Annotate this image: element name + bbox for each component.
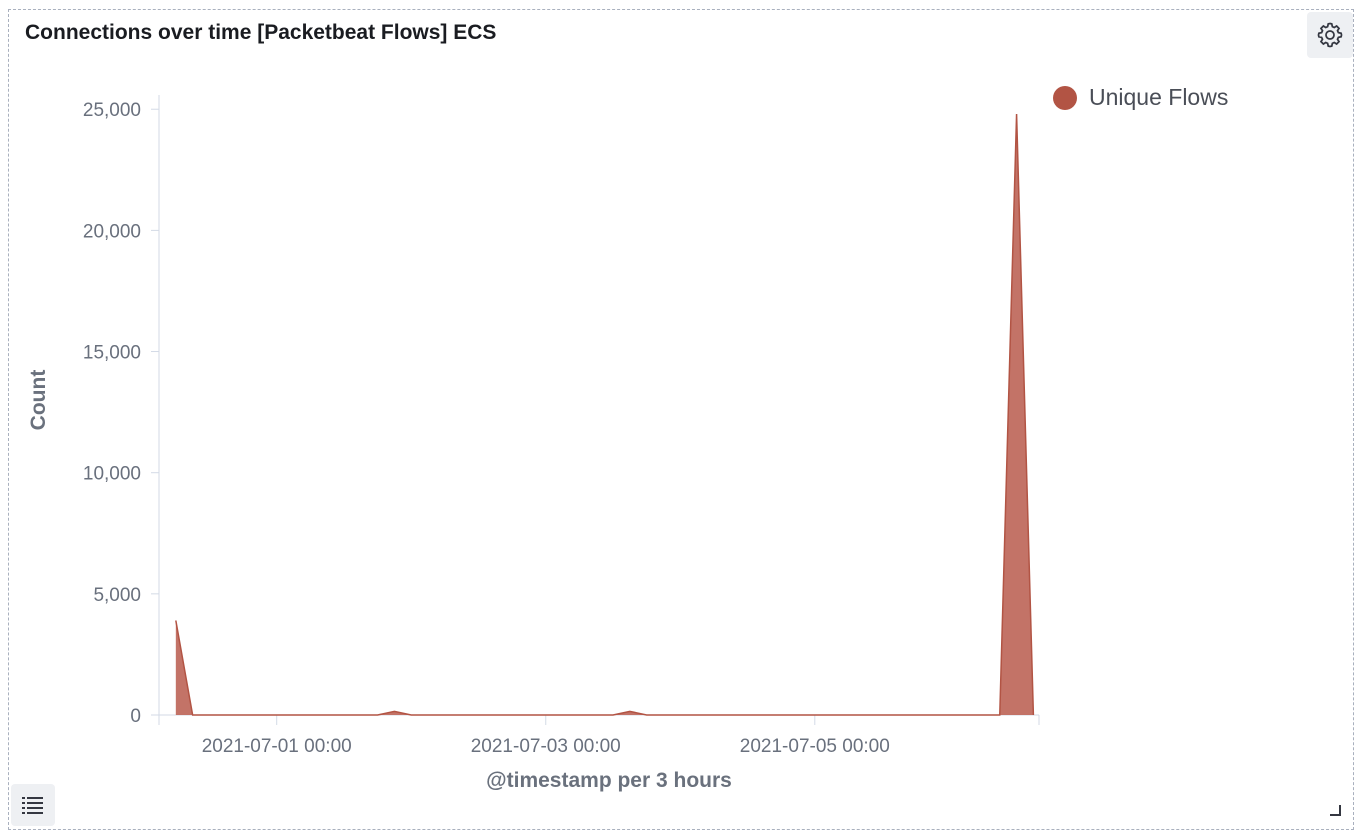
list-icon [22,797,43,814]
x-axis-title: @timestamp per 3 hours [486,769,732,792]
area-series-fill [175,114,1034,716]
area-series-line [175,114,1035,716]
legend-toggle-button[interactable] [11,784,55,826]
visualization-panel: Connections over time [Packetbeat Flows]… [8,9,1354,830]
x-tick-label: 2021-07-05 00:00 [740,736,890,757]
y-tick-label: 20,000 [83,221,141,242]
y-tick-label: 15,000 [83,343,141,364]
legend-label: Unique Flows [1089,84,1229,110]
panel-options-button[interactable] [1307,12,1353,58]
x-tick-label: 2021-07-01 00:00 [202,736,352,757]
legend-item-unique-flows[interactable]: Unique Flows [1053,84,1228,111]
y-tick-label: 5,000 [93,585,141,606]
x-tick-label: 2021-07-03 00:00 [471,736,621,757]
legend-color-dot [1053,85,1077,110]
y-axis-title: Count [27,370,50,431]
y-tick-label: 25,000 [83,100,141,121]
y-tick-label: 0 [130,706,141,727]
panel-title: Connections over time [Packetbeat Flows]… [25,21,497,44]
gear-icon [1317,22,1343,48]
y-tick-label: 10,000 [83,464,141,485]
resize-corner-icon[interactable] [1329,804,1341,816]
area-chart: 0 5,000 10,000 15,000 20,000 25,000 2021-07-01… [27,95,1040,792]
